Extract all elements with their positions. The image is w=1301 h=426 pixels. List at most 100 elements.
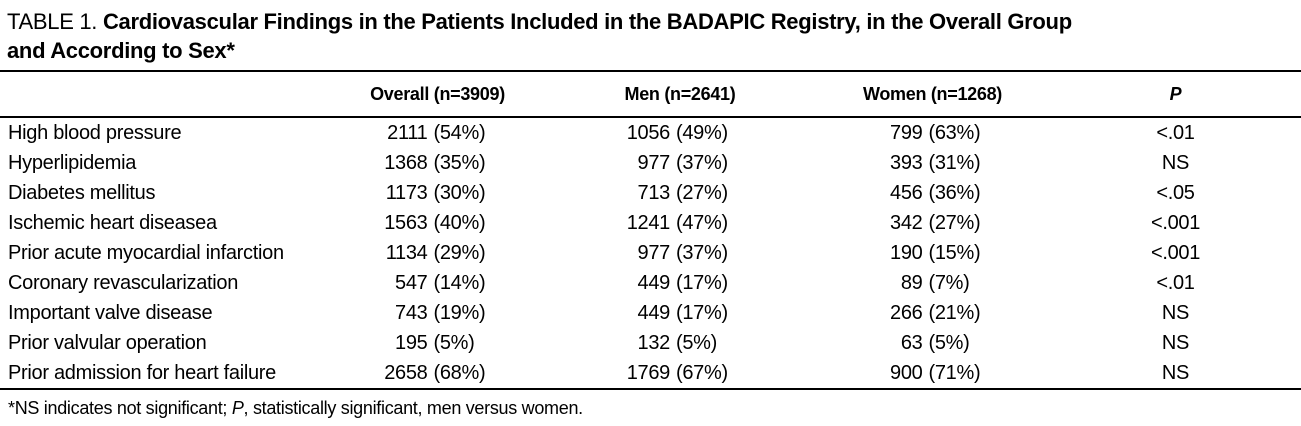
table-row: Prior valvular operation 195 (5%) 132 (5%)… (0, 328, 1301, 358)
table-header-row: Overall (n=3909) Men (n=2641) Women (n=1… (0, 72, 1301, 116)
p-value: <.001 (1150, 241, 1201, 264)
men-cell: 1769 (67%) (545, 362, 815, 385)
table-body: High blood pressure 2111 (54%) 1056 (49%) … (0, 118, 1301, 388)
header-overall: Overall (n=3909) (370, 83, 505, 104)
header-p: P (1169, 83, 1182, 104)
men-count: 977 (637, 241, 671, 264)
overall-cell: 743 (19%) (330, 302, 545, 325)
women-count: 900 (890, 361, 923, 384)
women-percent: (71%) (928, 361, 981, 384)
overall-cell: 2658 (68%) (330, 362, 545, 385)
women-percent: (27%) (928, 211, 981, 234)
footnote-p-symbol: P (231, 398, 244, 418)
men-cell: 449 (17%) (545, 302, 815, 325)
table-row: Diabetes mellitus 1173 (30%) 713 (27%) 456… (0, 178, 1301, 208)
table-row: Prior acute myocardial infarction 1134 (2… (0, 238, 1301, 268)
table-title-line1: TABLE 1. Cardiovascular Findings in the … (7, 7, 1291, 36)
header-rule (0, 116, 1301, 118)
women-count: 393 (890, 151, 923, 174)
row-label: Prior admission for heart failure (8, 361, 276, 384)
women-count: 266 (890, 301, 923, 324)
row-label: High blood pressure (8, 121, 182, 144)
table-row: Ischemic heart diseasea 1563 (40%) 1241 (4… (0, 208, 1301, 238)
overall-count: 547 (395, 271, 428, 294)
table-title-text: Cardiovascular Findings in the Patients … (102, 9, 1072, 34)
women-cell: 89 (7%) (815, 272, 1050, 295)
men-count: 449 (637, 271, 671, 294)
overall-percent: (68%) (433, 361, 486, 384)
overall-count: 2111 (387, 121, 428, 144)
women-cell: 393 (31%) (815, 152, 1050, 175)
overall-count: 1368 (384, 151, 428, 174)
overall-cell: 195 (5%) (330, 332, 545, 355)
men-count: 132 (637, 331, 671, 354)
women-percent: (5%) (928, 331, 970, 354)
overall-count: 743 (395, 301, 428, 324)
women-percent: (21%) (928, 301, 981, 324)
overall-percent: (19%) (433, 301, 486, 324)
footnote-suffix: , statistically significant, men versus … (243, 398, 584, 418)
women-percent: (36%) (928, 181, 981, 204)
men-cell: 977 (37%) (545, 152, 815, 175)
men-count: 1056 (626, 121, 671, 144)
women-cell: 799 (63%) (815, 122, 1050, 145)
top-rule (0, 70, 1301, 72)
men-percent: (17%) (676, 301, 728, 324)
women-count: 190 (890, 241, 923, 264)
header-men: Men (n=2641) (624, 83, 736, 104)
overall-percent: (30%) (433, 181, 486, 204)
men-percent: (17%) (676, 271, 728, 294)
row-label: Prior valvular operation (8, 331, 207, 354)
table-row: Prior admission for heart failure 2658 (6… (0, 358, 1301, 388)
overall-percent: (35%) (433, 151, 486, 174)
women-count: 342 (890, 211, 923, 234)
overall-count: 1563 (384, 211, 428, 234)
p-value: NS (1161, 361, 1190, 384)
row-label: Important valve disease (8, 301, 213, 324)
women-percent: (7%) (928, 271, 970, 294)
men-cell: 713 (27%) (545, 182, 815, 205)
table-row: Coronary revascularization 547 (14%) 449(… (0, 268, 1301, 298)
table-number: TABLE 1. (7, 9, 98, 34)
p-value: NS (1161, 331, 1190, 354)
women-cell: 63 (5%) (815, 332, 1050, 355)
women-percent: (31%) (928, 151, 981, 174)
table-row: High blood pressure 2111 (54%) 1056 (49%) … (0, 118, 1301, 148)
p-value: NS (1161, 301, 1190, 324)
overall-percent: (5%) (433, 331, 475, 354)
men-cell: 132 (5%) (545, 332, 815, 355)
overall-cell: 1368 (35%) (330, 152, 545, 175)
row-label: Diabetes mellitus (8, 181, 156, 204)
p-value: NS (1161, 151, 1190, 174)
overall-cell: 1134 (29%) (330, 242, 545, 265)
men-count: 713 (637, 181, 671, 204)
men-percent: (67%) (676, 361, 728, 384)
table-row: Important valve disease 743 (19%) 449 (17%… (0, 298, 1301, 328)
men-cell: 1056 (49%) (545, 122, 815, 145)
women-count: 89 (900, 271, 923, 294)
men-percent: (47%) (676, 211, 728, 234)
row-label: Ischemic heart diseasea (8, 211, 217, 234)
women-count: 456 (890, 181, 923, 204)
row-label: Hyperlipidemia (8, 151, 137, 174)
men-percent: (5%) (676, 331, 718, 354)
row-label: Prior acute myocardial infarction (8, 241, 284, 264)
overall-count: 1173 (385, 181, 428, 204)
row-label: Coronary revascularization (8, 271, 239, 294)
men-percent: (27%) (676, 181, 728, 204)
overall-cell: 1563 (40%) (330, 212, 545, 235)
table-title: TABLE 1. Cardiovascular Findings in the … (0, 0, 1301, 70)
overall-count: 1134 (385, 241, 428, 264)
overall-percent: (14%) (433, 271, 486, 294)
men-percent: (37%) (676, 151, 728, 174)
men-percent: (37%) (676, 241, 728, 264)
footnote-prefix: *NS indicates not significant; (8, 398, 232, 418)
women-percent: (15%) (928, 241, 981, 264)
overall-cell: 2111 (54%) (330, 122, 545, 145)
overall-percent: (40%) (433, 211, 486, 234)
men-count: 449 (637, 301, 671, 324)
women-cell: 342 (27%) (815, 212, 1050, 235)
header-women: Women (n=1268) (862, 83, 1002, 104)
table-footnote: *NS indicates not significant; P, statis… (0, 390, 1301, 419)
table-row: Hyperlipidemia 1368 (35%) 977 (37%) 393 (31… (0, 148, 1301, 178)
